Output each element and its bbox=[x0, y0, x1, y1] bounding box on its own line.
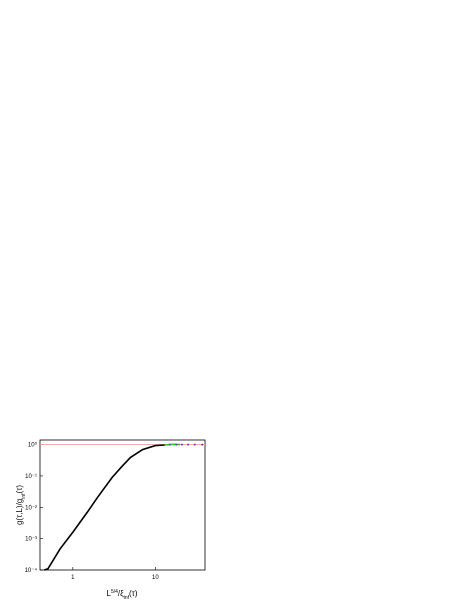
point bbox=[193, 443, 196, 446]
axis-label-part: inf bbox=[21, 493, 27, 499]
y-tick-label: 10⁻² bbox=[25, 505, 37, 511]
y-tick-label: 10⁻⁴ bbox=[25, 567, 38, 574]
plot-frame bbox=[39, 439, 206, 571]
y-tick-label: 10⁻³ bbox=[25, 537, 37, 543]
y-tick-label: 10⁰ bbox=[28, 442, 38, 449]
x-axis-label: L5/4/ξinf(τ) bbox=[107, 589, 138, 601]
axis-label-part: (τ) bbox=[15, 485, 24, 494]
y-tick-label: 10⁻¹ bbox=[25, 474, 37, 480]
series-line bbox=[43, 444, 165, 571]
point bbox=[168, 443, 171, 446]
series-line bbox=[164, 443, 181, 446]
axis-label-part: inf bbox=[124, 595, 130, 601]
y-axis-label: g(τ,L)/ginf(τ) bbox=[15, 485, 27, 525]
axis-label-part: (τ) bbox=[129, 589, 138, 598]
x-tick-label: 1 bbox=[71, 575, 75, 581]
point bbox=[187, 443, 190, 446]
axis-label-part: /ξ bbox=[118, 589, 124, 598]
axis-label-part: L bbox=[107, 589, 112, 598]
point bbox=[175, 443, 178, 446]
point bbox=[180, 443, 183, 446]
point bbox=[201, 443, 204, 446]
x-tick-label: 10 bbox=[152, 575, 159, 581]
axis-label-part: g(τ,L)/g bbox=[15, 499, 24, 525]
axis-label-part: 5/4 bbox=[111, 589, 118, 595]
